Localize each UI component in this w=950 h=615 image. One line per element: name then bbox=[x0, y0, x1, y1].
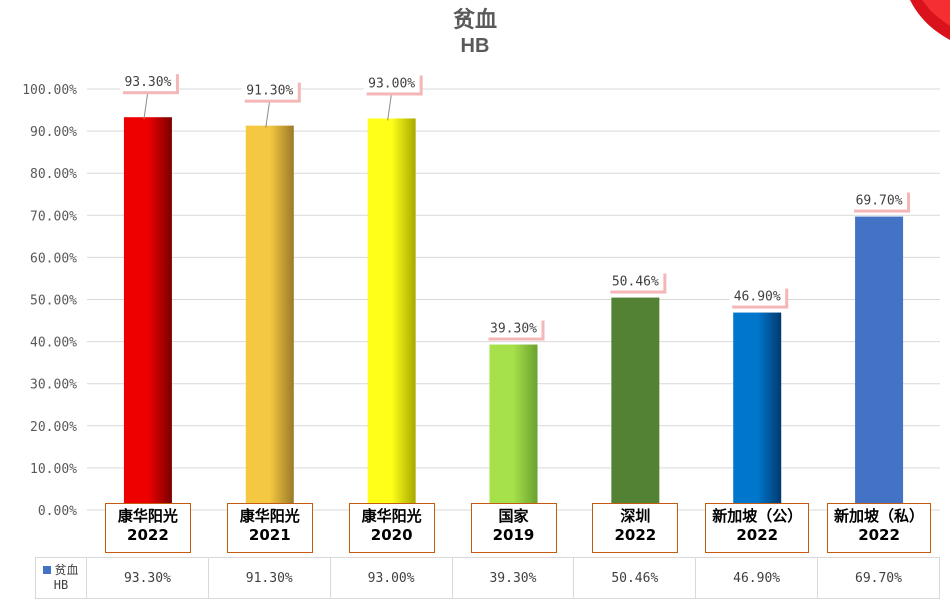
data-label-leader bbox=[143, 91, 149, 120]
data-label-leader bbox=[265, 99, 271, 128]
category-label: 康华阳光 2022 bbox=[104, 503, 191, 553]
data-label-box bbox=[851, 189, 908, 210]
bar bbox=[733, 312, 782, 510]
category-label-year: 2022 bbox=[614, 526, 657, 544]
data-label-box bbox=[607, 270, 664, 291]
legend-series-line2: HB bbox=[53, 578, 69, 592]
category-label: 深圳 2022 bbox=[592, 503, 679, 553]
y-tick-label: 100.00% bbox=[22, 83, 77, 98]
data-table-cell: 91.30% bbox=[207, 557, 331, 599]
y-tick-label: 10.00% bbox=[30, 462, 77, 477]
data-label-box bbox=[485, 317, 542, 338]
category-label: 康华阳光 2021 bbox=[226, 503, 313, 553]
data-label-box bbox=[119, 71, 176, 92]
data-table-cell: 50.46% bbox=[573, 557, 697, 599]
y-tick-label: 0.00% bbox=[38, 504, 77, 519]
data-table-series-cell: 贫血 HB bbox=[35, 557, 87, 599]
data-label: 46.90% bbox=[734, 290, 781, 305]
data-label: 69.70% bbox=[856, 194, 903, 209]
legend-key-icon bbox=[43, 566, 52, 574]
data-label-leader bbox=[387, 92, 393, 121]
category-label: 新加坡（私） 2022 bbox=[827, 503, 932, 553]
legend-series-line1: 贫血 bbox=[54, 563, 79, 577]
category-label-name: 康华阳光 bbox=[361, 507, 422, 525]
data-table-row: 贫血 HB 93.30% 91.30% 93.00% 39.30% 50.46% 46.9… bbox=[35, 557, 940, 599]
category-label-year: 2019 bbox=[492, 526, 535, 544]
data-label: 93.00% bbox=[368, 76, 415, 91]
chart-title: 贫血 bbox=[452, 7, 497, 32]
y-tick-label: 80.00% bbox=[30, 167, 77, 182]
bar bbox=[611, 297, 660, 510]
category-label-year: 2022 bbox=[858, 526, 900, 544]
category-label-name: 新加坡（公） bbox=[712, 507, 803, 525]
category-label-name: 康华阳光 bbox=[239, 507, 300, 525]
y-tick-label: 50.00% bbox=[30, 294, 77, 309]
data-label: 91.30% bbox=[246, 84, 293, 99]
y-tick-label: 30.00% bbox=[30, 378, 77, 393]
data-label: 50.46% bbox=[612, 275, 659, 290]
chart-subtitle: HB bbox=[460, 35, 490, 57]
bar bbox=[855, 216, 904, 511]
category-label-year: 2021 bbox=[248, 526, 291, 544]
data-label-box bbox=[241, 79, 298, 100]
corner-decoration bbox=[870, 0, 950, 40]
category-label-name: 新加坡（私） bbox=[834, 507, 925, 525]
category-label-name: 国家 bbox=[498, 507, 529, 525]
category-label-year: 2022 bbox=[127, 526, 169, 544]
bar bbox=[489, 344, 538, 510]
gridlines bbox=[87, 88, 940, 511]
bar bbox=[245, 125, 294, 510]
data-table-cell: 39.30% bbox=[451, 557, 575, 599]
bar bbox=[367, 118, 416, 510]
data-table-cell: 93.30% bbox=[86, 557, 209, 599]
y-tick-label: 40.00% bbox=[30, 336, 77, 351]
category-label-year: 2020 bbox=[370, 526, 413, 544]
bars bbox=[123, 117, 904, 511]
data-labels: 93.30% 91.30% 93.00% 39.30% 50.46% 46.90% 69.7… bbox=[119, 71, 911, 341]
category-label: 国家 2019 bbox=[470, 503, 557, 553]
category-label: 康华阳光 2020 bbox=[348, 503, 435, 553]
data-label: 93.30% bbox=[124, 75, 171, 90]
y-tick-label: 70.00% bbox=[30, 209, 77, 224]
category-label-name: 深圳 bbox=[620, 507, 651, 525]
y-tick-label: 90.00% bbox=[30, 125, 77, 140]
category-label-year: 2022 bbox=[736, 526, 779, 544]
data-table: 贫血 HB 93.30% 91.30% 93.00% 39.30% 50.46% 46.9… bbox=[35, 557, 940, 599]
data-label-box bbox=[363, 72, 420, 93]
chart-title-block: 贫血 HB bbox=[0, 6, 950, 58]
y-tick-label: 20.00% bbox=[30, 420, 77, 435]
category-label: 新加坡（公） 2022 bbox=[705, 503, 810, 553]
data-label-box bbox=[729, 285, 786, 306]
y-tick-label: 60.00% bbox=[30, 251, 77, 266]
bar bbox=[123, 117, 172, 510]
data-label: 39.30% bbox=[490, 322, 537, 337]
data-table-cell: 93.00% bbox=[329, 557, 453, 599]
category-label-name: 康华阳光 bbox=[117, 507, 178, 525]
data-table-cell: 69.70% bbox=[817, 557, 940, 599]
data-table-cell: 46.90% bbox=[695, 557, 819, 599]
y-axis: 0.00% 10.00% 20.00% 30.00% 40.00% 50.00% 60.00… bbox=[22, 83, 77, 519]
